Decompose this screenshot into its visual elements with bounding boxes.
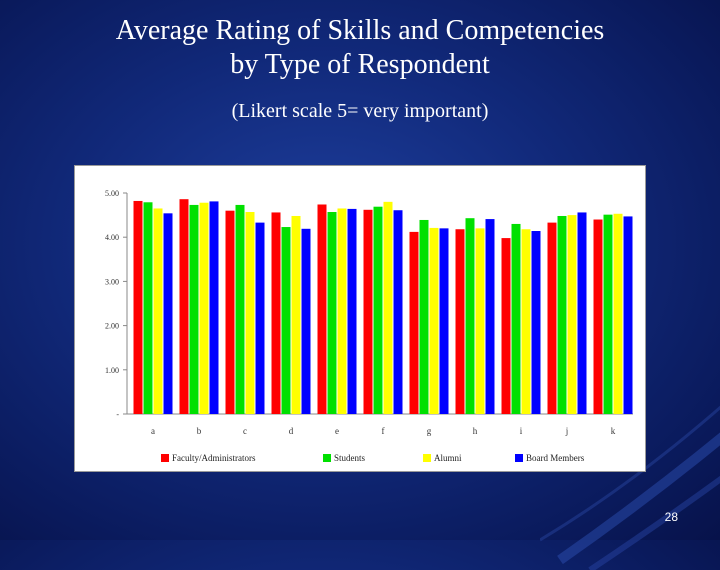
bar-d-1: [281, 227, 291, 414]
bar-b-3: [209, 201, 219, 414]
x-tick-label: b: [197, 426, 202, 436]
bar-c-3: [255, 222, 265, 414]
bar-j-1: [557, 215, 567, 414]
y-tick-label: -: [116, 410, 119, 419]
legend-swatch-3: [515, 454, 523, 462]
bar-h-3: [485, 219, 495, 414]
bar-i-1: [511, 223, 521, 414]
bar-k-1: [603, 214, 613, 414]
slide-title: Average Rating of Skills and Competencie…: [0, 14, 720, 82]
bar-d-2: [291, 215, 301, 414]
bar-e-1: [327, 212, 337, 414]
bar-f-0: [363, 209, 373, 414]
bar-a-3: [163, 213, 173, 414]
x-tick-label: e: [335, 426, 339, 436]
bar-d-0: [271, 212, 281, 414]
slide-number: 28: [664, 510, 678, 524]
bar-i-0: [501, 238, 511, 414]
y-tick-label: 1.00: [105, 366, 119, 375]
bar-b-2: [199, 202, 209, 414]
y-tick-label: 2.00: [105, 322, 119, 331]
slide-subtitle: (Likert scale 5= very important): [231, 100, 489, 122]
bar-e-2: [337, 208, 347, 414]
bar-f-2: [383, 201, 393, 414]
title-line-1: Average Rating of Skills and Competencie…: [115, 15, 605, 46]
chart-svg: - 1.00 2.00 3.00 4.00 5.00 a b c d e f g h i j k Faculty/…: [105, 189, 633, 463]
bar-i-2: [521, 229, 531, 414]
title-line-2: by Type of Respondent: [230, 49, 490, 80]
y-tick-label: 3.00: [105, 277, 119, 286]
legend-label-1: Students: [334, 453, 366, 463]
bar-h-1: [465, 218, 475, 414]
bar-j-0: [547, 222, 557, 414]
y-tick-label: 4.00: [105, 233, 119, 242]
x-tick-label: h: [473, 426, 478, 436]
y-tick-label: 5.00: [105, 189, 119, 198]
bar-k-3: [623, 216, 633, 414]
bar-b-1: [189, 204, 199, 414]
bar-c-2: [245, 212, 255, 414]
bar-g-2: [429, 227, 439, 414]
bar-h-2: [475, 228, 485, 414]
x-tick-label: a: [151, 426, 155, 436]
bar-g-1: [419, 219, 429, 414]
bar-h-0: [455, 229, 465, 414]
bar-a-2: [153, 208, 163, 414]
legend-swatch-2: [423, 454, 431, 462]
bar-g-3: [439, 228, 449, 414]
bar-e-0: [317, 204, 327, 414]
bar-d-3: [301, 228, 311, 414]
bar-j-3: [577, 212, 587, 414]
legend-swatch-0: [161, 454, 169, 462]
bar-a-0: [133, 200, 143, 414]
x-tick-label: j: [565, 426, 569, 436]
bar-b-0: [179, 199, 189, 414]
bar-g-0: [409, 231, 419, 414]
bar-i-3: [531, 231, 541, 414]
x-tick-label: d: [289, 426, 294, 436]
bar-f-1: [373, 206, 383, 414]
bar-chart: - 1.00 2.00 3.00 4.00 5.00 a b c d e f g h i j k Faculty/…: [74, 165, 646, 472]
bar-c-1: [235, 204, 245, 414]
bar-k-0: [593, 219, 603, 414]
x-tick-label: f: [382, 426, 385, 436]
bar-a-1: [143, 202, 153, 414]
legend-label-2: Alumni: [434, 453, 462, 463]
bar-j-2: [567, 215, 577, 414]
bar-k-2: [613, 213, 623, 414]
legend-label-0: Faculty/Administrators: [172, 453, 256, 463]
x-tick-label: c: [243, 426, 247, 436]
x-tick-label: g: [427, 426, 432, 436]
x-tick-label: k: [611, 426, 616, 436]
bar-f-3: [393, 210, 403, 414]
legend-swatch-1: [323, 454, 331, 462]
bar-e-3: [347, 208, 357, 414]
bar-c-0: [225, 210, 235, 414]
x-tick-label: i: [520, 426, 523, 436]
legend-label-3: Board Members: [526, 453, 585, 463]
